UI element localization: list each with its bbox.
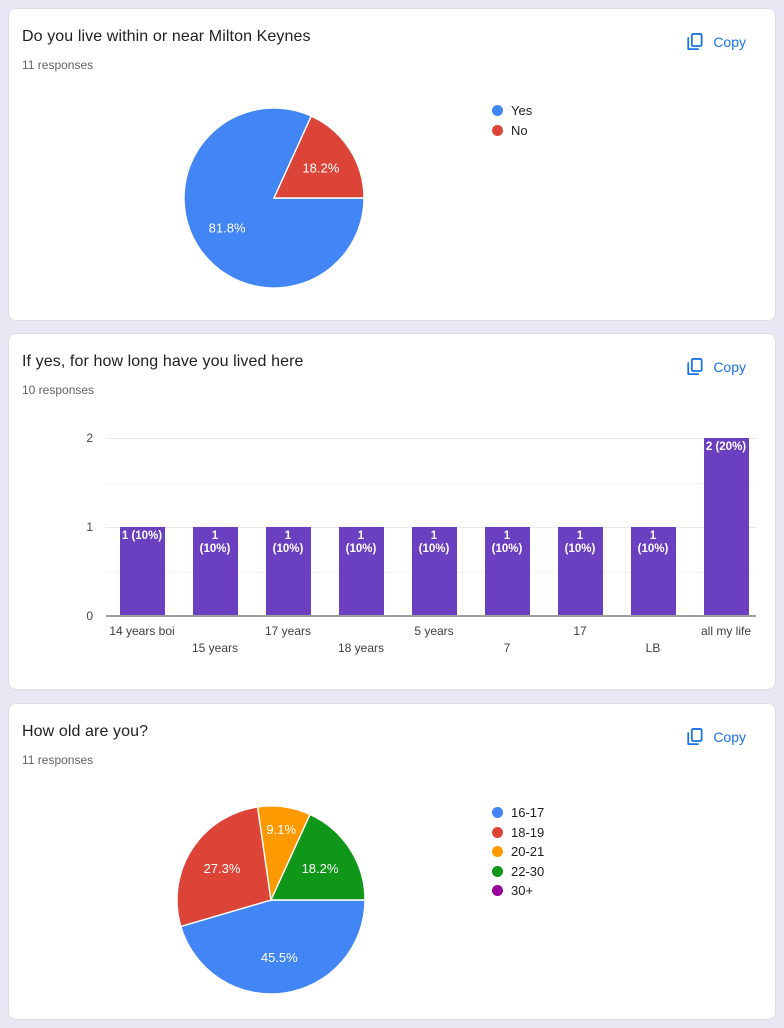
legend-item: 20-21 — [492, 842, 544, 862]
gridline-minor — [106, 482, 756, 484]
pie-graphic: 81.8% 18.2% — [183, 107, 365, 289]
question-title: Do you live within or near Milton Keynes — [22, 28, 311, 45]
pie-slice-No — [272, 115, 365, 199]
chart-legend: Yes No — [492, 101, 532, 140]
bar-value-label: 2 (20%) — [705, 441, 747, 453]
x-axis-category-label: 5 years — [414, 624, 454, 638]
legend-color-dot — [492, 885, 503, 897]
x-axis-category-label: 17 years — [264, 624, 312, 638]
question-title: If yes, for how long have you lived here — [22, 353, 304, 370]
bar-chart-years-lived: 0 1 2 1 (10%) 14 years boi 1 (10%) 15 years 1 (… — [9, 334, 775, 689]
question-card-age: How old are you? 11 responses Copy 45.5%… — [8, 703, 776, 1020]
pie-slice-percent-label: 45.5% — [261, 950, 298, 965]
copy-button[interactable]: Copy — [684, 355, 748, 379]
pie-slice-percent-label: 18.2% — [302, 861, 339, 876]
legend-item: Yes — [492, 101, 532, 121]
pie-slice-16-17 — [179, 899, 366, 995]
bar-value-label: 1 (10%) — [199, 530, 231, 555]
bar-18 years — [338, 527, 384, 616]
bar-LB — [630, 527, 676, 616]
bar-5 years — [411, 527, 457, 616]
pie-slice-22-30 — [269, 813, 366, 901]
response-count: 11 responses — [22, 58, 94, 72]
y-axis-tick-label: 2 — [86, 431, 93, 445]
legend-color-dot — [492, 105, 503, 117]
legend-label: 30+ — [511, 883, 534, 899]
bar-14 years boi — [119, 527, 165, 616]
pie-chart-live-near-mk: 81.8% 18.2% Yes No — [9, 9, 775, 320]
pie-graphic: 45.5% 27.3% 9.1% 18.2% — [176, 805, 366, 995]
legend-item: 18-19 — [492, 823, 544, 843]
legend-label: No — [511, 122, 528, 138]
copy-button[interactable]: Copy — [684, 725, 748, 749]
pie-slice-18-19 — [176, 806, 272, 928]
legend-color-dot — [492, 865, 503, 877]
pie-slice-percent-label: 27.3% — [204, 861, 241, 876]
bar-value-label: 1 (10%) — [491, 530, 523, 555]
x-axis-category-label: 15 years — [191, 641, 239, 655]
x-axis-category-label: 7 — [503, 641, 511, 655]
pie-slice-percent-label: 81.8% — [209, 221, 246, 236]
gridline-major — [106, 438, 756, 439]
x-axis-baseline — [106, 615, 756, 617]
bar-all my life — [703, 438, 749, 616]
question-card-milton-keynes: Do you live within or near Milton Keynes… — [8, 8, 776, 321]
response-count: 11 responses — [22, 753, 94, 767]
bar-17 — [557, 527, 603, 616]
pie-slice-percent-label: 18.2% — [302, 160, 339, 175]
legend-label: 22-30 — [511, 863, 545, 879]
bar-value-label: 1 (10%) — [272, 530, 304, 555]
bar-7 — [484, 527, 530, 616]
pie-chart-age: 45.5% 27.3% 9.1% 18.2% 16-17 18-19 20-21 22-30 3… — [9, 704, 775, 1019]
question-card-how-long-lived: If yes, for how long have you lived here… — [8, 333, 776, 690]
x-axis-category-label: 18 years — [337, 641, 385, 655]
bar-17 years — [265, 527, 311, 616]
legend-color-dot — [492, 846, 503, 858]
y-axis-tick-label: 1 — [86, 520, 93, 534]
legend-label: 20-21 — [511, 844, 545, 860]
x-axis-category-label: 14 years boi — [109, 624, 175, 638]
legend-item: 22-30 — [492, 862, 544, 882]
bar-value-label: 1 (10%) — [345, 530, 377, 555]
response-count: 10 responses — [22, 383, 95, 397]
copy-button[interactable]: Copy — [684, 30, 748, 54]
x-axis-category-label: 17 — [573, 624, 587, 638]
copy-icon — [687, 358, 703, 376]
legend-label: 18-19 — [511, 824, 545, 840]
bar-value-label: 1 (10%) — [564, 530, 596, 555]
question-title: How old are you? — [22, 723, 149, 740]
pie-slice-percent-label: 9.1% — [266, 822, 296, 837]
copy-icon — [687, 33, 703, 51]
legend-label: 16-17 — [511, 805, 545, 821]
legend-color-dot — [492, 807, 503, 819]
legend-color-dot — [492, 826, 503, 838]
copy-label: Copy — [713, 729, 746, 745]
copy-label: Copy — [713, 359, 746, 375]
legend-item: No — [492, 121, 532, 141]
bar-value-label: 1 (10%) — [418, 530, 450, 555]
bar-15 years — [192, 527, 238, 616]
y-axis-tick-label: 0 — [86, 609, 93, 623]
legend-item: 30+ — [492, 881, 544, 901]
x-axis-category-label: all my life — [700, 624, 751, 638]
copy-icon — [687, 728, 703, 746]
legend-item: 16-17 — [492, 803, 544, 823]
legend-label: Yes — [511, 103, 533, 119]
copy-label: Copy — [713, 34, 746, 50]
bar-value-label: 1 (10%) — [637, 530, 669, 555]
chart-legend: 16-17 18-19 20-21 22-30 30+ — [492, 803, 544, 901]
bar-value-label: 1 (10%) — [121, 530, 163, 542]
legend-color-dot — [492, 124, 503, 136]
x-axis-category-label: LB — [645, 641, 661, 655]
